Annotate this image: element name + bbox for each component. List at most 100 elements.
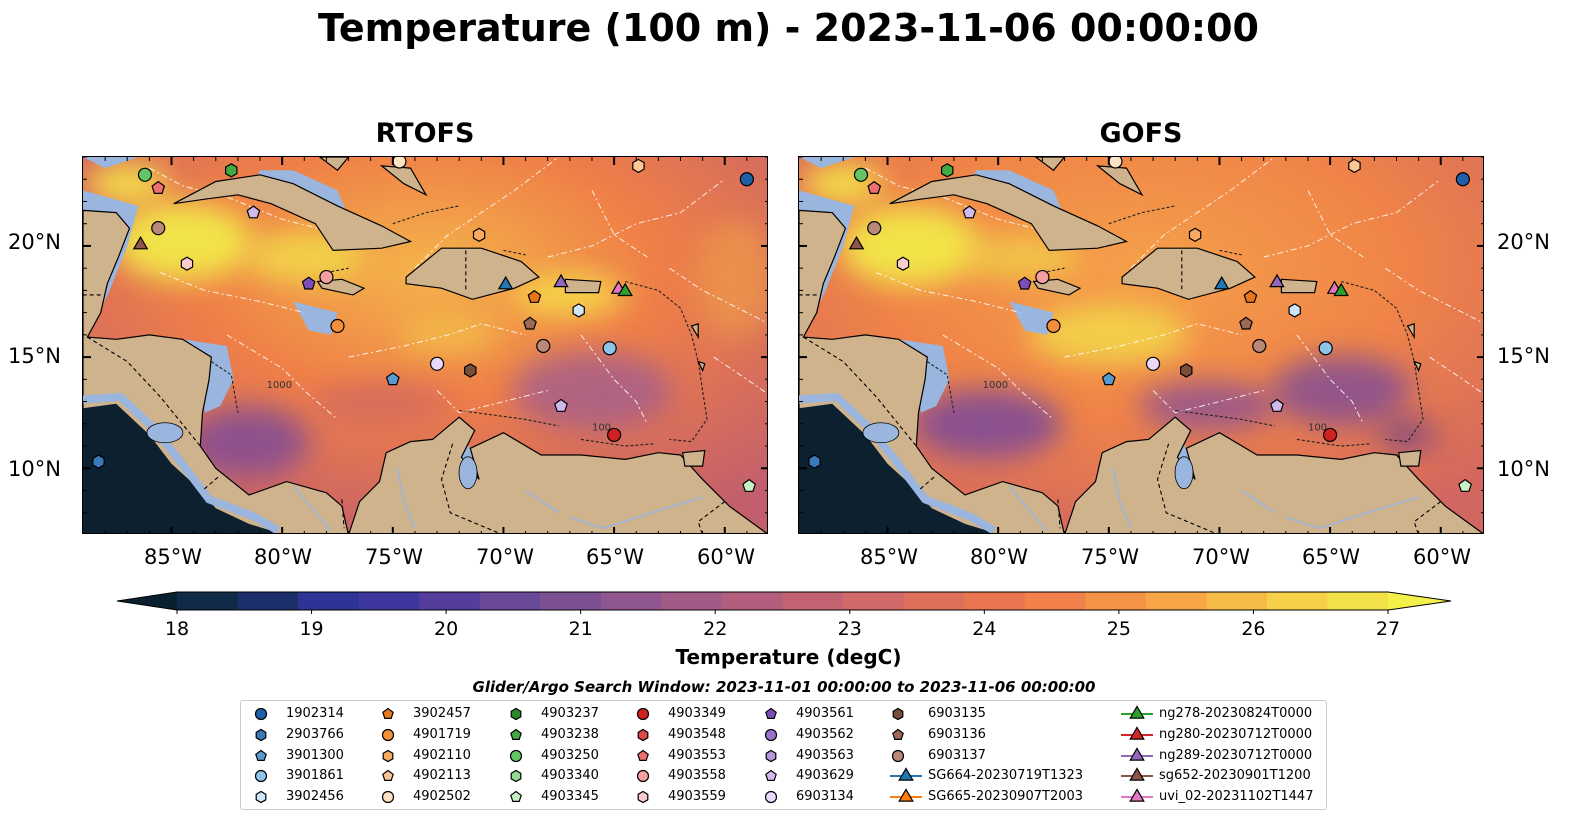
isobath-line <box>459 409 559 427</box>
temperature-anomaly-patch <box>112 201 253 282</box>
platform-marker-pentagon <box>962 205 977 219</box>
colorbar-tick-label: 21 <box>568 618 593 640</box>
legend-marker <box>255 749 267 761</box>
legend-marker <box>891 749 905 762</box>
platform-marker-pentagon <box>1101 372 1116 386</box>
platform-marker-circle <box>536 338 551 354</box>
country-border <box>87 336 201 447</box>
pacific-shelf <box>83 393 280 533</box>
country-border <box>697 501 726 533</box>
platform-marker-hexagon <box>808 454 821 469</box>
legend-marker <box>254 770 268 783</box>
legend-label: 3902456 <box>286 789 344 805</box>
platform-marker-hexagon <box>1180 363 1193 378</box>
lon-label-70w-right: 70°W <box>1192 545 1250 569</box>
legend-marker <box>890 788 922 802</box>
colorbar-bin <box>1085 592 1147 610</box>
legend-symbol-triangle <box>898 788 914 802</box>
colorbar-bin <box>1266 592 1328 610</box>
land-bahamas1 <box>318 157 350 172</box>
platform-marker-pentagon <box>554 398 568 412</box>
land-south-america <box>348 416 767 533</box>
panel-title-rtofs: RTOFS <box>375 118 475 149</box>
legend-marker <box>254 707 268 721</box>
isobath-line <box>625 280 708 443</box>
land-lesser1 <box>1406 322 1415 340</box>
platform-marker-circle <box>1145 356 1161 371</box>
colorbar-bin <box>600 592 662 610</box>
river <box>525 489 560 514</box>
contour-label: 100 <box>592 422 611 433</box>
platform-marker-triangle <box>553 273 569 288</box>
platform-marker-hexagon <box>225 163 238 178</box>
river <box>1112 468 1132 529</box>
shallow-water <box>83 157 139 169</box>
legend-label: 4903559 <box>668 789 726 805</box>
legend-label: ng289-20230712T0000 <box>1159 747 1313 763</box>
colorbar-bin <box>298 592 360 610</box>
country-border <box>803 336 917 447</box>
legend-label: SG665-20230907T2003 <box>928 789 1084 805</box>
platform-marker-pentagon <box>1239 316 1253 330</box>
legend-symbol-circle <box>636 707 650 721</box>
platform-marker-triangle <box>617 282 633 297</box>
platform-marker-circle <box>1322 427 1338 443</box>
legend-symbol-pentagon <box>382 770 394 782</box>
colorbar-tick-label: 24 <box>972 618 997 640</box>
lat-label-20n: 20°N <box>8 230 61 254</box>
legend-marker <box>510 770 522 783</box>
legend-symbol-circle <box>636 770 650 783</box>
legend-symbol-hexagon <box>892 707 904 721</box>
colorbar-bin <box>419 592 481 610</box>
lake-nicaragua <box>862 422 900 444</box>
legend-label: 4903561 <box>796 706 854 721</box>
eez-boundary <box>876 272 1021 314</box>
colorbar-bin <box>721 592 783 610</box>
legend-label: 4903563 <box>796 747 854 763</box>
isobath-line <box>392 205 460 225</box>
legend-symbol-circle <box>764 728 778 741</box>
legend-symbol-hexagon <box>255 728 267 741</box>
lon-label-60w: 60°W <box>697 545 755 569</box>
platform-marker-pentagon <box>385 372 400 386</box>
map-panel-gofs[interactable]: 1000 100 <box>798 156 1484 534</box>
lat-label-15n-right: 15°N <box>1497 344 1550 368</box>
platform-marker-hexagon <box>1288 303 1301 318</box>
legend-label: 3902457 <box>413 706 471 721</box>
land-trinidad <box>1398 449 1422 467</box>
legend-label: 1902314 <box>286 706 344 721</box>
isobath-line <box>1341 280 1424 443</box>
legend-marker <box>1121 767 1153 782</box>
legend-symbol-triangle <box>1129 726 1145 740</box>
legend-symbol-circle <box>509 749 523 762</box>
legend-symbol-triangle <box>1129 705 1145 719</box>
map-svg: 1000 100 <box>799 157 1483 533</box>
lon-label-75w: 75°W <box>365 545 423 569</box>
eez-boundary <box>226 334 338 420</box>
country-border <box>1156 443 1217 533</box>
isobath-line <box>1042 267 1065 274</box>
contour-label: 1000 <box>267 380 292 391</box>
temperature-anomaly-patch <box>1377 419 1438 450</box>
map-panel-rtofs[interactable]: 1000 100 <box>82 156 768 534</box>
map-svg: 1000 100 <box>83 157 767 533</box>
legend-label: 4901719 <box>413 726 471 742</box>
land-lesser1 <box>690 322 699 340</box>
platform-marker-circle <box>739 172 754 187</box>
eez-boundary <box>547 178 726 258</box>
platform-marker-triangle <box>132 235 149 250</box>
colorbar-bin <box>1145 592 1207 610</box>
platform-marker-triangle <box>497 275 514 290</box>
platform-marker-circle <box>151 221 166 236</box>
temperature-anomaly-patch <box>511 350 672 431</box>
lon-label-85w: 85°W <box>144 545 202 569</box>
lake-maracaibo <box>458 456 478 490</box>
platform-marker-circle <box>330 318 345 334</box>
platform-marker-circle <box>1252 338 1267 354</box>
colorbar-bin <box>843 592 905 610</box>
platform-marker-circle <box>606 427 622 443</box>
legend-symbol-circle <box>891 749 905 762</box>
legend-label: ng278-20230824T0000 <box>1159 706 1313 721</box>
platform-marker-circle <box>1455 172 1470 187</box>
legend-label: 3901861 <box>286 768 344 784</box>
